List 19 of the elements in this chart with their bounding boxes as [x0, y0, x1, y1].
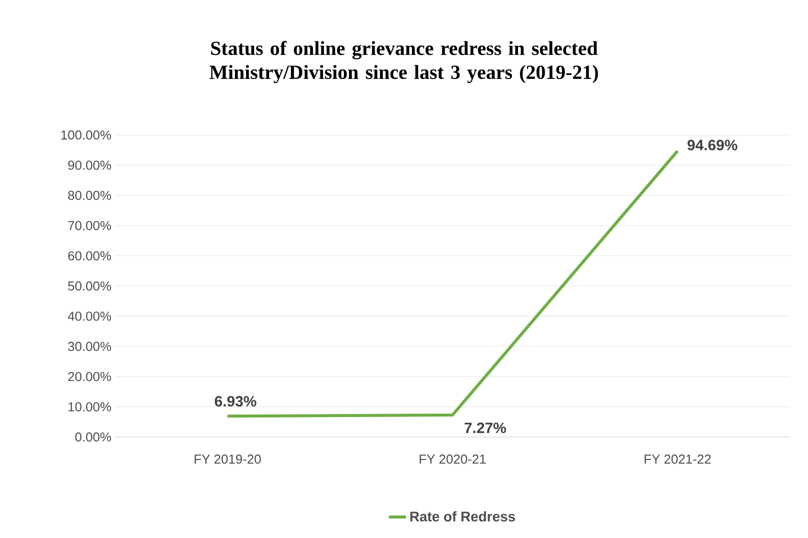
- y-tick-label: 10.00%: [68, 402, 112, 412]
- y-tick-label: 20.00%: [68, 372, 112, 382]
- y-tick-label: 100.00%: [61, 130, 112, 140]
- x-tick-label: FY 2019-20: [194, 454, 261, 464]
- legend-label: Rate of Redress: [410, 511, 516, 522]
- x-tick-label: FY 2021-22: [644, 454, 711, 464]
- data-label: 6.93%: [214, 396, 256, 407]
- y-tick-label: 70.00%: [68, 221, 112, 230]
- y-tick-label: 90.00%: [68, 160, 112, 170]
- data-label: 94.69%: [688, 140, 738, 150]
- y-tick-label: 40.00%: [68, 312, 112, 321]
- data-label: 7.27%: [464, 422, 506, 434]
- y-tick-label: 60.00%: [68, 251, 112, 260]
- chart-title: Status of online grievance redress in selected Ministry/Division since last 3 years (2019-21): [210, 40, 598, 84]
- y-tick-label: 50.00%: [68, 281, 112, 291]
- x-tick-label: FY 2020-21: [420, 454, 486, 464]
- y-tick-label: 0.00%: [75, 432, 112, 442]
- y-tick-label: 30.00%: [68, 342, 112, 351]
- y-tick-label: 80.00%: [68, 190, 112, 200]
